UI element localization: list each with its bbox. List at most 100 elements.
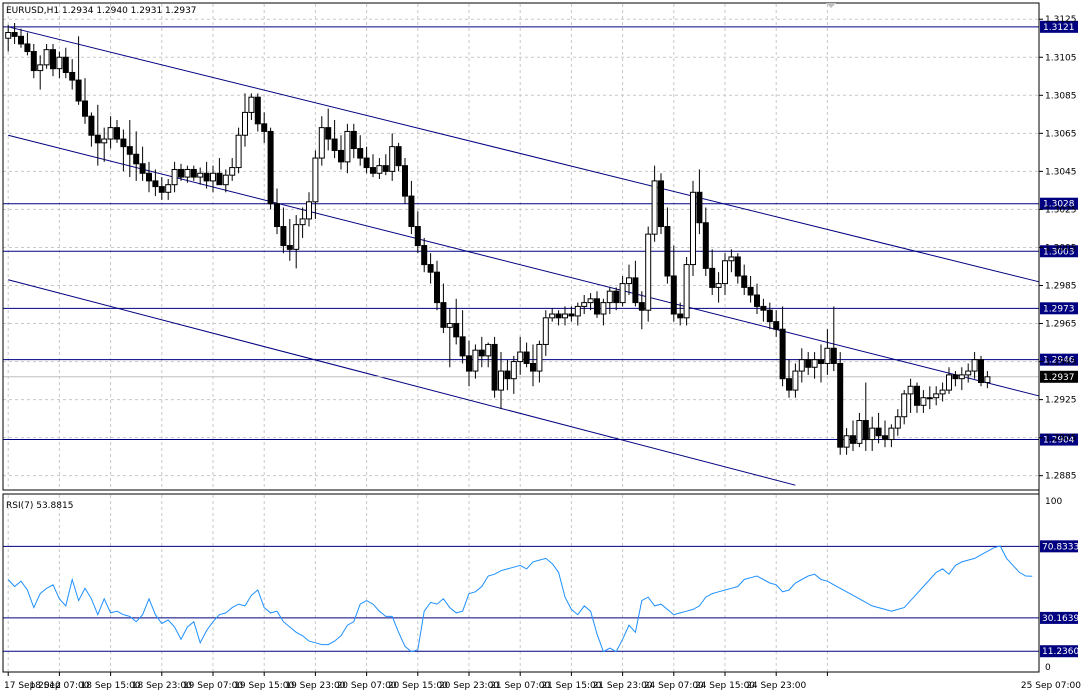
scroll-marker-icon[interactable] [826,3,836,8]
x-tick-label: 24 Sep 23:00 [746,681,806,691]
bear-candle [88,115,95,136]
bear-candle [491,343,498,391]
level-label-box [1040,245,1078,258]
rsi-series-line [7,545,1033,653]
current-price-box [1040,370,1078,383]
bear-candle [216,172,223,186]
bear-candle [466,355,472,372]
bear-candle [632,277,639,304]
bull-candle [389,146,396,172]
bear-candle [453,323,460,338]
bull-candle [933,393,940,399]
bull-candle [229,167,236,176]
bear-candle [779,328,786,380]
bull-candle [222,174,229,186]
bear-candle [421,245,428,266]
y-tick-label: 1.2985 [1045,281,1077,291]
channel-line [8,26,1039,283]
bull-candle [926,397,933,400]
x-tick-label: 19 Sep 15:00 [234,681,294,691]
bull-candle [606,290,613,304]
rsi-level-label: 30.1639 [1042,614,1079,624]
bull-candle [299,218,306,226]
y-tick-label: 1.3045 [1045,167,1077,177]
level-layer: 1.31211.30281.30031.29731.29461.29041.29… [3,20,1078,446]
bull-candle [37,64,44,72]
bull-candle [5,32,12,39]
bull-candle [824,347,831,364]
bull-candle [920,397,927,406]
bear-candle [850,435,856,444]
level-label: 1.2946 [1043,356,1075,366]
bull-candle [587,298,594,304]
bull-candle [376,165,383,174]
bear-candle [62,56,69,73]
y-tick-label: 1.3085 [1045,91,1077,101]
bear-candle [709,267,716,288]
y-tick-label: 1.2905 [1045,434,1077,444]
level-label-box [1040,353,1078,366]
bull-candle [907,385,914,395]
bull-candle [946,374,952,391]
rsi-level-box [1040,540,1078,553]
bear-candle [338,149,344,163]
bear-candle [670,275,677,315]
bull-candle [811,359,818,368]
bear-candle [478,349,485,357]
channel-line [8,279,796,486]
level-label-box [1040,197,1078,210]
bull-candle [43,49,50,66]
bear-candle [952,374,959,380]
bull-candle [574,305,581,317]
level-label-box [1040,20,1078,33]
bull-candle [562,313,568,319]
bear-candle [882,435,888,441]
bull-candle [984,376,991,383]
bear-candle [830,347,837,364]
bull-candle [344,130,351,163]
bull-candle [971,359,978,372]
bull-candle [869,427,876,441]
bull-candle [792,370,799,391]
bear-candle [766,309,773,323]
bull-candle [510,361,517,380]
bull-candle [901,393,908,418]
bull-candle [645,233,652,311]
x-tick-label: 18 Sep 07:00 [29,681,89,691]
bull-candle [542,317,549,345]
x-tick-label: 20 Sep 07:00 [337,681,397,691]
bull-candle [235,134,242,169]
bull-candle [600,302,607,315]
bear-candle [427,264,434,273]
bull-candle [472,349,479,372]
rsi-level-box [1040,645,1078,658]
bull-candle [517,351,524,363]
bull-candle [888,427,895,441]
level-label-box [1040,433,1078,446]
bull-candle [843,435,850,448]
bear-candle [658,180,664,228]
bull-candle [56,56,63,70]
bear-candle [274,203,280,228]
bear-candle [69,71,76,81]
bear-candle [178,168,184,178]
y-tick-label: 1.3025 [1045,205,1077,215]
bear-candle [254,96,261,125]
bear-candle [504,370,511,380]
bear-candle [677,313,684,319]
bear-candle [146,172,152,182]
bear-candle [741,275,748,288]
bull-candle [248,96,255,113]
x-tick-label: 25 Sep 07:00 [1021,681,1081,691]
x-tick-label: 17 Sep 2012 [4,681,61,691]
bear-candle [568,313,575,317]
bear-candle [440,302,447,328]
bear-candle [350,130,357,150]
y-tick-label: 1.2965 [1045,320,1077,330]
bull-candle [107,127,114,140]
bear-candle [120,138,127,148]
bear-candle [408,195,415,228]
rsi-tick-label: 0 [1045,663,1051,673]
bear-candle [75,79,82,102]
